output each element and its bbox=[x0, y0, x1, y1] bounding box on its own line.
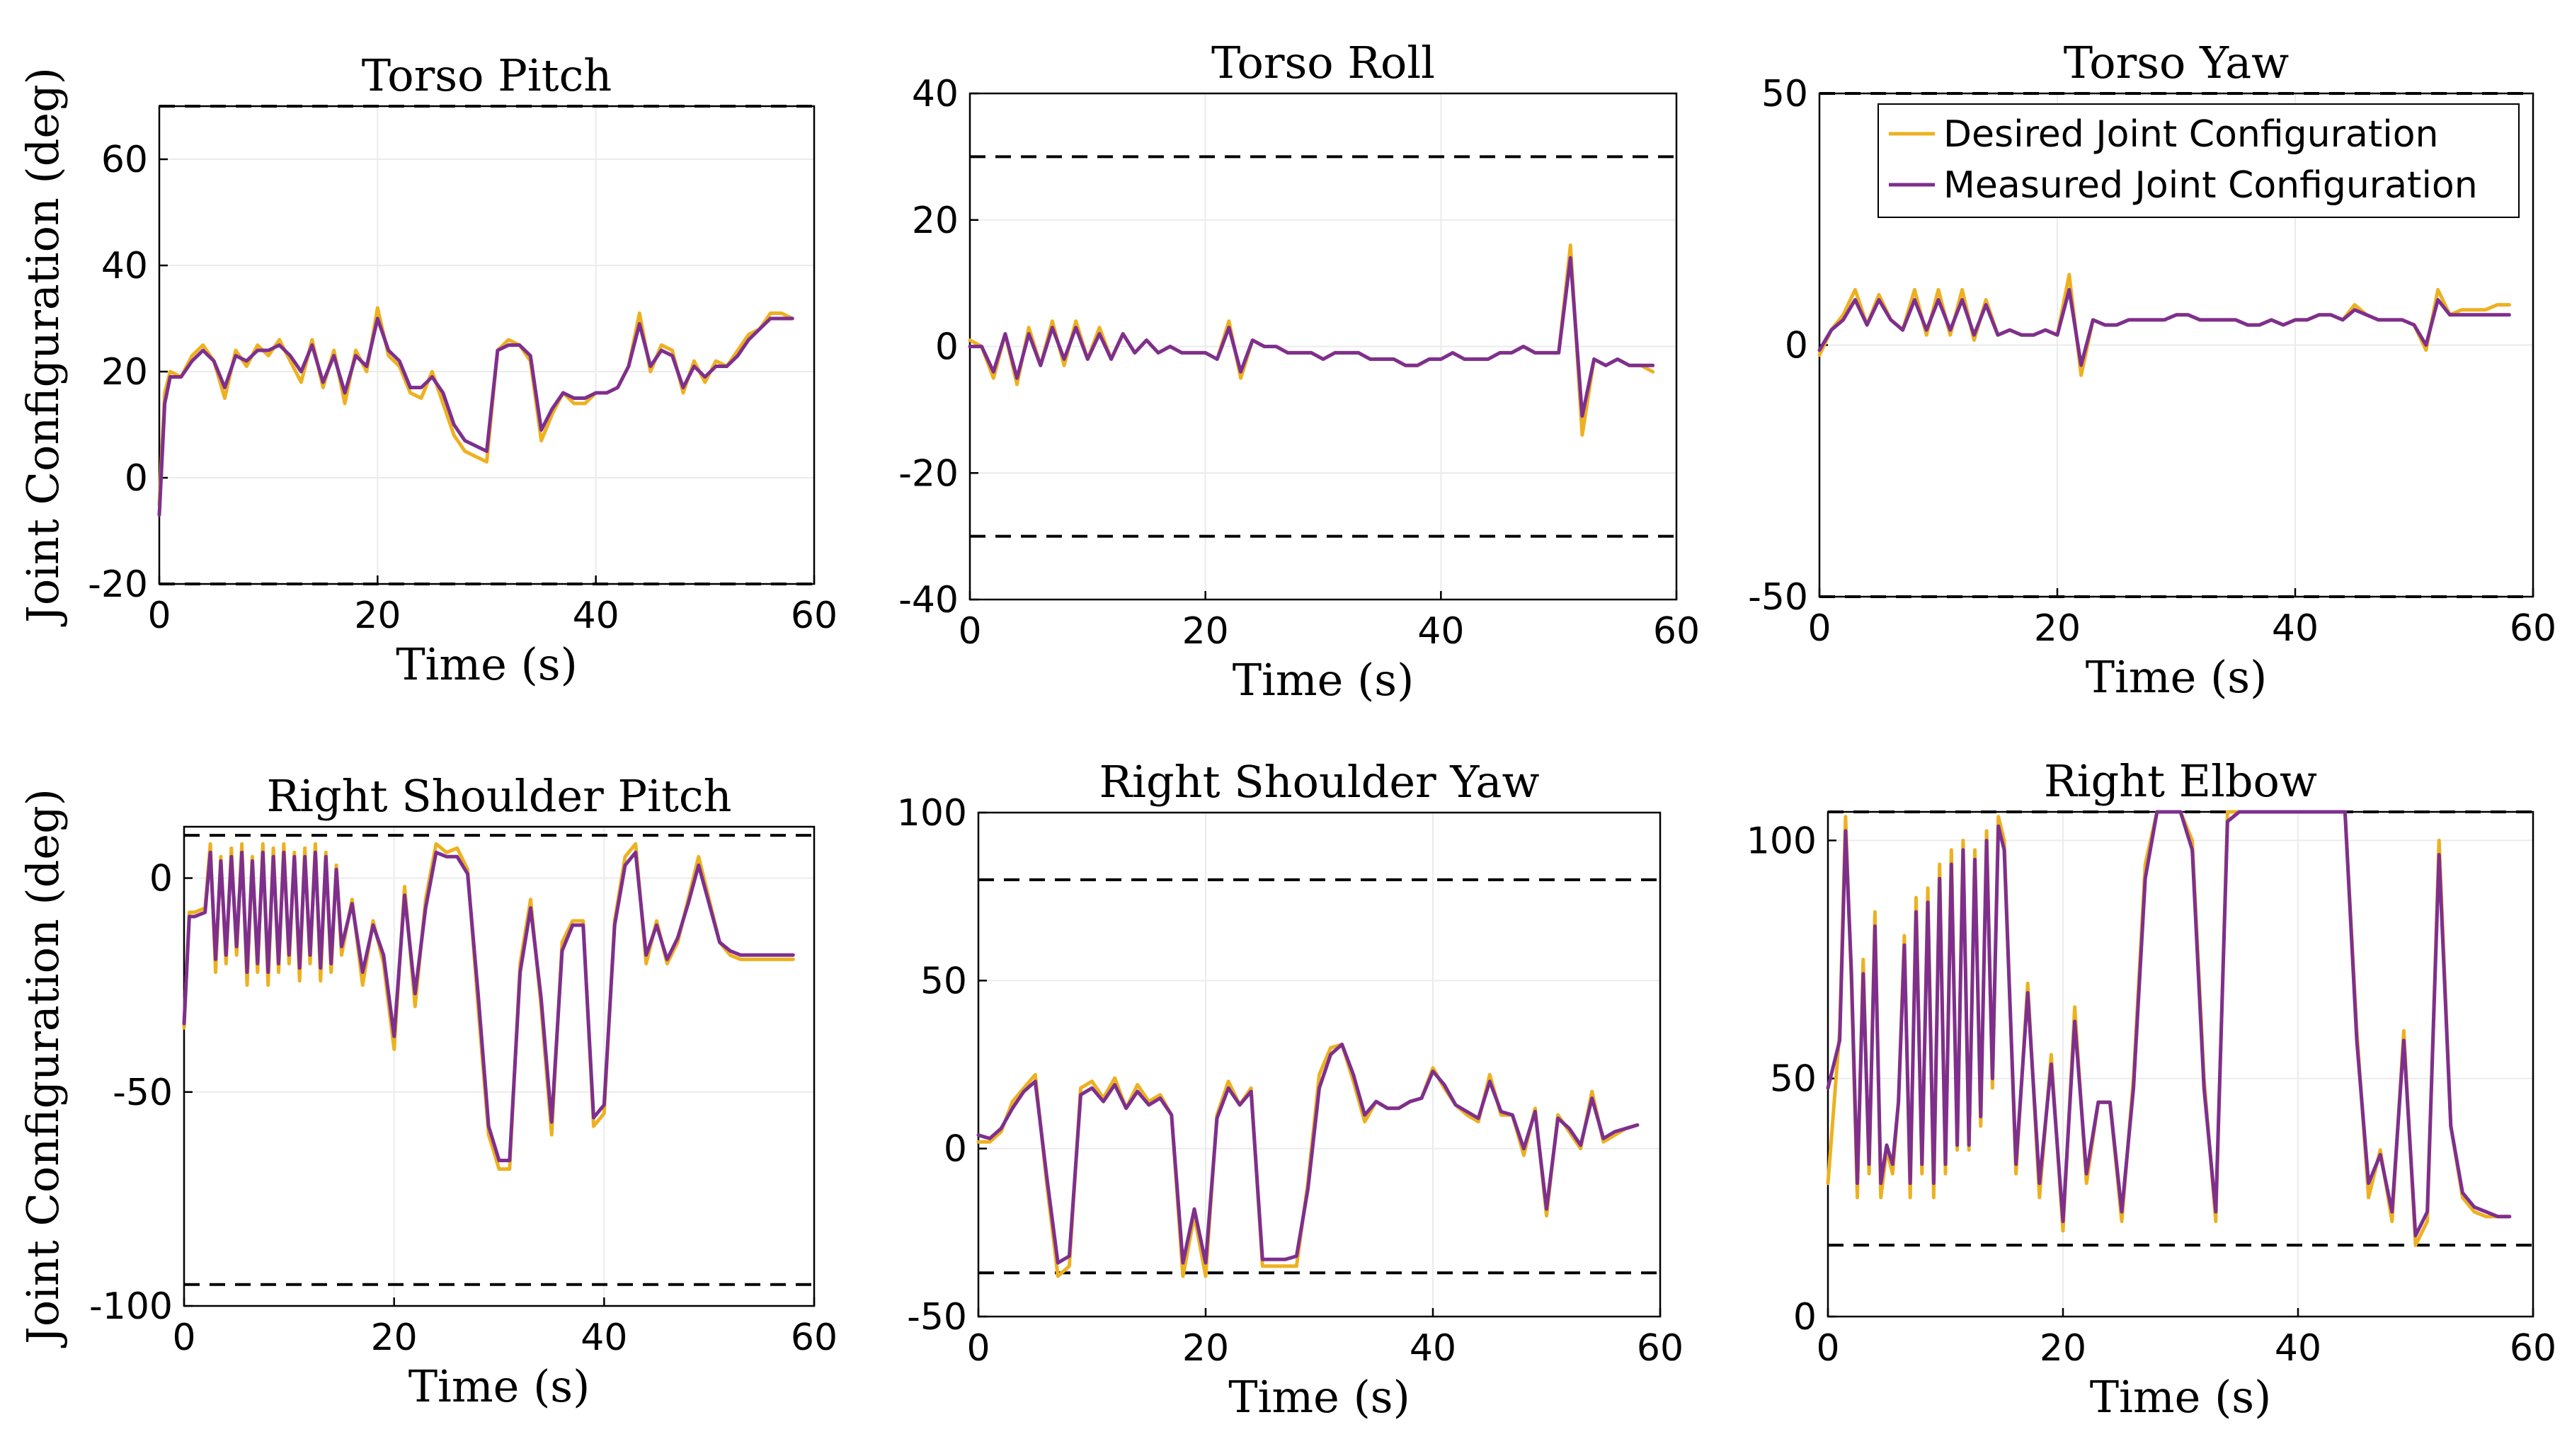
y-tick-label: 0 bbox=[944, 1128, 967, 1171]
y-tick-label: 0 bbox=[1793, 1296, 1817, 1339]
axes-frame bbox=[183, 825, 816, 1307]
y-tick-label: 0 bbox=[1785, 325, 1808, 367]
y-tick-label: 20 bbox=[101, 351, 148, 394]
x-tick-label: 60 bbox=[791, 1317, 838, 1359]
panel-title: Right Shoulder Pitch bbox=[266, 770, 731, 822]
y-axis-label: Joint Configuration (deg) bbox=[17, 67, 69, 627]
panel-6: 0 20 40 60 0 50 100 Right Elbow Time (s) bbox=[1747, 755, 2556, 1423]
y-tick-label: 0 bbox=[935, 326, 959, 369]
x-axis-label: Time (s) bbox=[2086, 651, 2268, 703]
x-tick-label: 0 bbox=[172, 1317, 195, 1359]
y-tick-label: 100 bbox=[1747, 820, 1817, 862]
axes-frame bbox=[977, 811, 1662, 1318]
y-tick-label: 0 bbox=[125, 457, 148, 500]
panel-title: Right Elbow bbox=[2044, 755, 2317, 807]
y-tick-label: 20 bbox=[912, 200, 959, 242]
panel-4: 0 20 40 60 -100 -50 0 Right Shoulder Pitch Time … bbox=[17, 770, 838, 1412]
measured-series-line bbox=[976, 1043, 1640, 1265]
y-tick-label: 0 bbox=[149, 858, 173, 900]
x-tick-label: 0 bbox=[958, 610, 981, 653]
legend-box bbox=[1877, 103, 2520, 218]
x-tick-label: 40 bbox=[1410, 1327, 1456, 1370]
y-tick-label: -100 bbox=[89, 1285, 173, 1328]
x-tick-label: 0 bbox=[966, 1327, 990, 1370]
x-tick-label: 60 bbox=[2510, 1327, 2556, 1370]
x-tick-label: 0 bbox=[1807, 607, 1831, 650]
x-axis-label: Time (s) bbox=[396, 638, 578, 690]
y-tick-label: -20 bbox=[898, 452, 959, 495]
x-tick-label: 20 bbox=[1182, 610, 1229, 653]
legend-label: Measured Joint Configuration bbox=[1943, 164, 2478, 207]
y-axis-label: Joint Configuration (deg) bbox=[17, 789, 69, 1348]
measured-series-line bbox=[157, 316, 794, 517]
x-tick-label: 20 bbox=[2034, 607, 2081, 650]
x-tick-label: 20 bbox=[1182, 1327, 1229, 1370]
legend: Desired Joint Configuration Measured Join… bbox=[1877, 103, 2520, 218]
measured-series-line bbox=[1826, 810, 2512, 1238]
x-tick-label: 0 bbox=[1816, 1327, 1839, 1370]
x-tick-label: 60 bbox=[1653, 610, 1700, 653]
panel-title: Torso Yaw bbox=[2064, 37, 2290, 88]
panel-title: Torso Pitch bbox=[362, 50, 612, 101]
x-axis-label: Time (s) bbox=[1228, 1371, 1410, 1423]
x-axis-label: Time (s) bbox=[408, 1360, 590, 1412]
x-tick-label: 20 bbox=[354, 595, 401, 637]
x-tick-label: 40 bbox=[2272, 607, 2319, 650]
measured-series-line bbox=[1817, 287, 2511, 367]
legend-label: Desired Joint Configuration bbox=[1943, 113, 2438, 156]
x-tick-label: 20 bbox=[371, 1317, 418, 1359]
panel-title: Right Shoulder Yaw bbox=[1099, 756, 1539, 808]
x-tick-label: 40 bbox=[1417, 610, 1464, 653]
desired-series-line bbox=[1826, 810, 2512, 1247]
measured-series-line bbox=[182, 850, 795, 1162]
x-tick-label: 60 bbox=[2510, 607, 2556, 650]
y-tick-label: -20 bbox=[88, 563, 148, 606]
y-tick-label: 40 bbox=[912, 73, 959, 115]
y-tick-label: -50 bbox=[1748, 576, 1808, 619]
x-tick-label: 40 bbox=[2275, 1327, 2321, 1370]
y-tick-label: 60 bbox=[101, 139, 148, 181]
y-tick-label: 50 bbox=[1761, 73, 1808, 115]
y-tick-label: 40 bbox=[101, 245, 148, 287]
y-tick-label: 100 bbox=[897, 792, 967, 835]
panel-title: Torso Roll bbox=[1211, 37, 1435, 88]
x-tick-label: 20 bbox=[2040, 1327, 2086, 1370]
axes-frame bbox=[158, 105, 816, 585]
desired-series-line bbox=[182, 842, 795, 1171]
y-tick-label: 50 bbox=[920, 960, 967, 1002]
x-axis-label: Time (s) bbox=[2090, 1371, 2272, 1423]
x-axis-label: Time (s) bbox=[1233, 654, 1414, 706]
y-tick-label: -40 bbox=[898, 579, 959, 621]
x-tick-label: 60 bbox=[791, 595, 838, 637]
y-tick-label: -50 bbox=[907, 1296, 967, 1339]
y-tick-label: -50 bbox=[113, 1072, 173, 1114]
measured-series-line bbox=[968, 256, 1655, 418]
y-tick-label: 50 bbox=[1770, 1058, 1817, 1101]
x-tick-label: 40 bbox=[581, 1317, 627, 1359]
x-tick-label: 60 bbox=[1637, 1327, 1684, 1370]
x-tick-label: 0 bbox=[147, 595, 171, 637]
panel-2: 0 20 40 60 -40 -20 0 20 40 Torso Roll Time (s) bbox=[898, 37, 1700, 706]
x-tick-label: 40 bbox=[573, 595, 619, 637]
